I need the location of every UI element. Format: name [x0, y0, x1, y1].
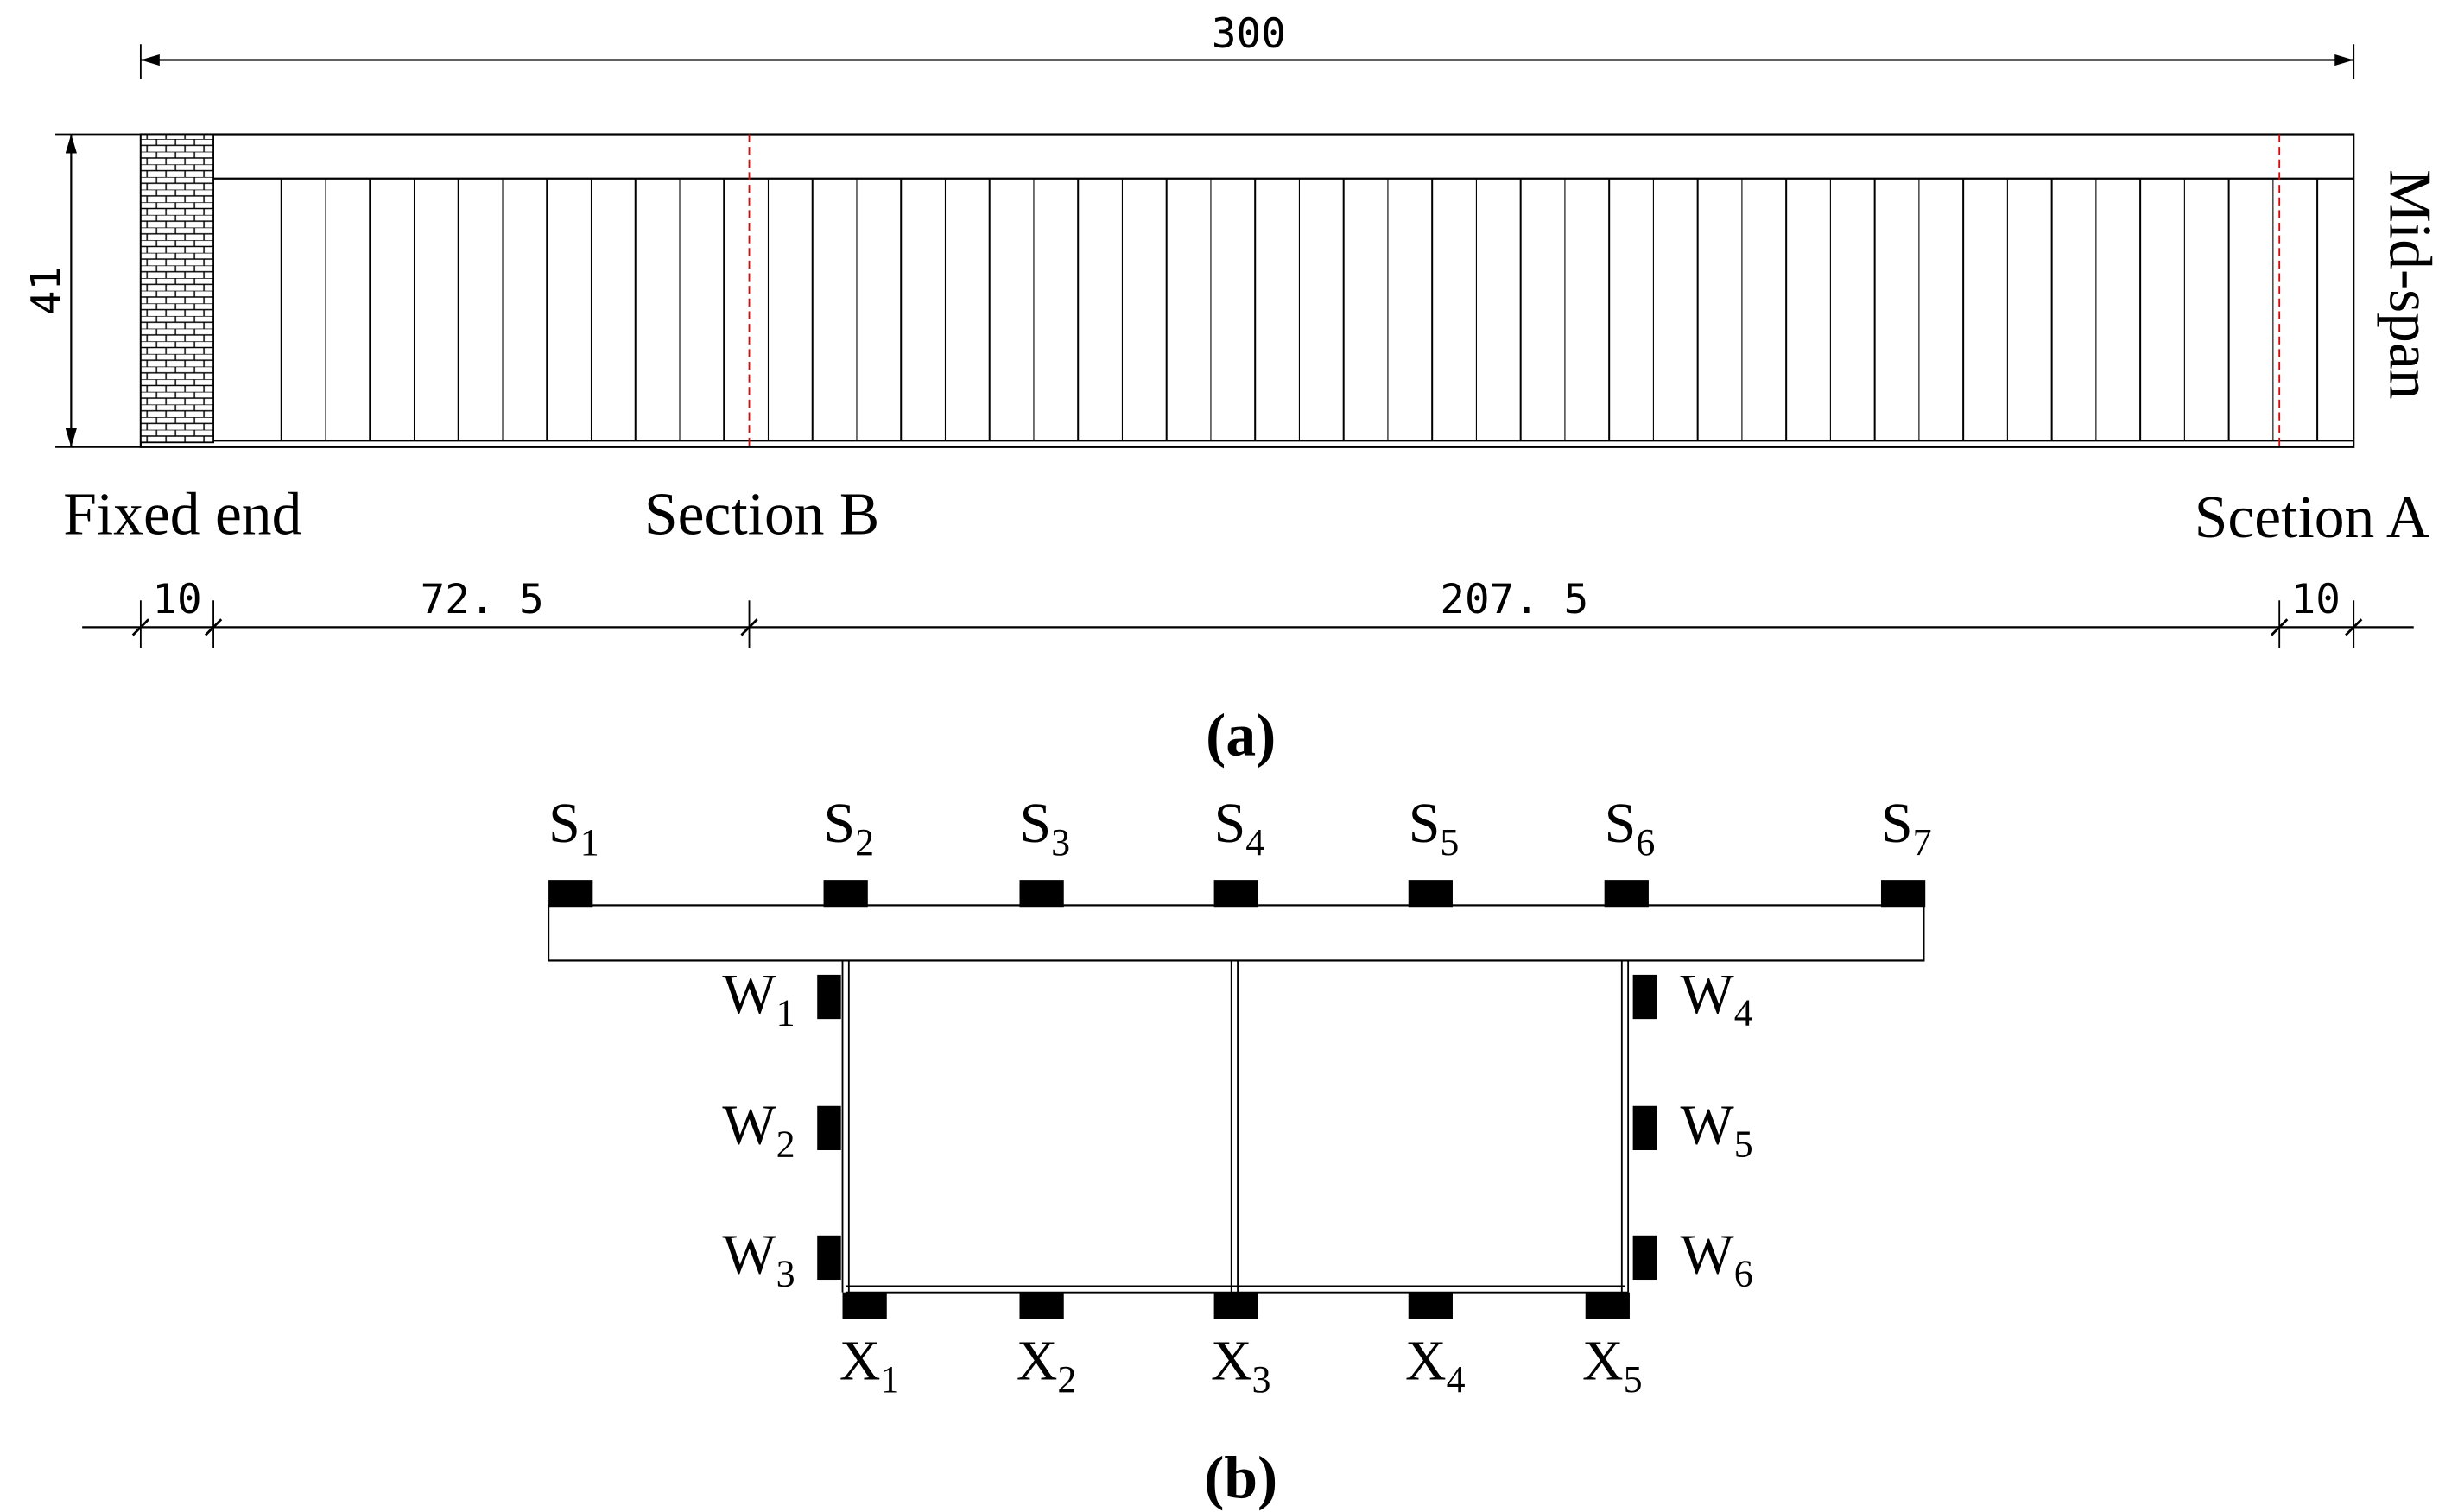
sensor: [1604, 880, 1649, 908]
dimension-ticks: [131, 600, 2363, 648]
sensor-index: 2: [1057, 1359, 1076, 1401]
sensor-letter: X: [1017, 1329, 1058, 1392]
sensor: [1019, 880, 1064, 908]
section-b-label: Section B: [644, 481, 879, 547]
fixed-end-label: Fixed end: [63, 481, 301, 547]
sensor: [1408, 880, 1453, 908]
sensor: [1585, 1292, 1630, 1319]
sensor: [842, 1292, 887, 1319]
sensor-label: W5: [1681, 1094, 1753, 1166]
sensor-letter: X: [839, 1329, 881, 1392]
tick: [2345, 618, 2363, 636]
sensor-label: X4: [1405, 1329, 1466, 1401]
sensor: [817, 1235, 841, 1281]
mid-span-label: Mid-span: [2376, 169, 2442, 399]
sensor-label: X3: [1211, 1329, 1271, 1401]
dimension-label: 10: [2291, 576, 2341, 623]
tick: [131, 618, 150, 636]
tick: [2271, 618, 2289, 636]
sensor-index: 1: [776, 992, 795, 1034]
sensor-index: 5: [1440, 822, 1459, 864]
sensor-label: S3: [1019, 792, 1070, 864]
panel-a: [55, 44, 2414, 648]
sensor: [548, 880, 593, 908]
section-a-label: Scetion A: [2195, 484, 2429, 551]
sensor-letter: W: [1681, 1094, 1735, 1157]
sensor-label: W3: [722, 1224, 795, 1295]
sensor: [1632, 974, 1657, 1020]
height-label: 41: [23, 266, 71, 315]
sensor-index: 4: [1245, 822, 1264, 864]
sensor-label: W1: [722, 963, 795, 1034]
sensor-letter: S: [1409, 792, 1441, 855]
sensor-letter: S: [1214, 792, 1246, 855]
sensor-index: 2: [855, 822, 874, 864]
tick: [204, 618, 223, 636]
webs: [841, 960, 1630, 1293]
sensor-letter: X: [1405, 1329, 1447, 1392]
sensor-label: S5: [1409, 792, 1460, 864]
sensor-label: S6: [1605, 792, 1656, 864]
stiffeners: [280, 178, 2319, 441]
sensor-letter: W: [1681, 963, 1735, 1026]
sensor-index: 3: [1252, 1359, 1271, 1401]
sensor: [1019, 1292, 1064, 1319]
sensor: [817, 1105, 841, 1151]
sensor-index: 3: [776, 1253, 795, 1294]
sensor-letter: S: [824, 792, 856, 855]
sensor-index: 4: [1447, 1359, 1466, 1401]
sensor-index: 6: [1734, 1253, 1753, 1294]
sensor-index: 5: [1624, 1359, 1643, 1401]
sensor-index: 3: [1051, 822, 1070, 864]
sensor: [1408, 1292, 1453, 1319]
sensor: [823, 880, 868, 908]
dimension-label: 207. 5: [1440, 576, 1588, 623]
sensor: [817, 974, 841, 1020]
sensor-letter: S: [1881, 792, 1913, 855]
sensor: [1632, 1235, 1657, 1281]
length-label: 300: [1212, 10, 1286, 58]
sensor: [1213, 1292, 1258, 1319]
sensor-index: 4: [1734, 992, 1753, 1034]
sensor-label: S1: [548, 792, 599, 864]
sensor-label: S7: [1881, 792, 1932, 864]
sensor-letter: X: [1582, 1329, 1624, 1392]
sensor: [1880, 880, 1926, 908]
sensor-letter: X: [1211, 1329, 1252, 1392]
caption: (b): [1204, 1446, 1277, 1512]
tick: [740, 618, 758, 636]
dimension-label: 72. 5: [421, 576, 544, 623]
girder-outline: [139, 133, 2355, 448]
sensor-label: W6: [1681, 1224, 1753, 1295]
caption: (a): [1206, 703, 1276, 769]
sensor-letter: W: [1681, 1224, 1735, 1287]
sensor-label: X1: [839, 1329, 900, 1401]
sensor-index: 6: [1636, 822, 1655, 864]
top-flange: [547, 904, 1925, 962]
sensor-label: X5: [1582, 1329, 1643, 1401]
sensor-letter: S: [548, 792, 580, 855]
sensor-letter: S: [1605, 792, 1637, 855]
sensor-label: X2: [1017, 1329, 1077, 1401]
sensor-letter: S: [1019, 792, 1051, 855]
dimension-label: 10: [152, 576, 201, 623]
sensor-label: S4: [1214, 792, 1265, 864]
sensor-label: W4: [1681, 963, 1753, 1034]
sensor-index: 1: [580, 822, 599, 864]
sensor-index: 5: [1734, 1123, 1753, 1165]
sensor-label: S2: [824, 792, 875, 864]
sensor: [1213, 880, 1258, 908]
sensor-letter: W: [722, 1094, 776, 1157]
sensor-index: 7: [1913, 822, 1932, 864]
sensor-label: W2: [722, 1094, 795, 1166]
sensor-index: 2: [776, 1123, 795, 1165]
sensor-index: 1: [880, 1359, 899, 1401]
sensor-letter: W: [722, 963, 776, 1026]
sensor-letter: W: [722, 1224, 776, 1287]
fixed-support: [139, 133, 214, 444]
sensor: [1632, 1105, 1657, 1151]
